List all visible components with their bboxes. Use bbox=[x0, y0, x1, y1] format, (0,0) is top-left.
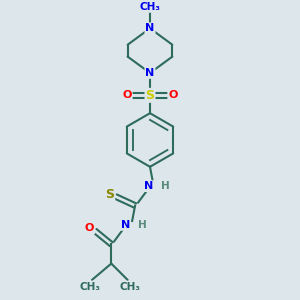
Text: S: S bbox=[146, 89, 154, 102]
Text: H: H bbox=[160, 181, 169, 191]
Text: O: O bbox=[85, 224, 94, 233]
Text: O: O bbox=[122, 90, 132, 100]
Text: S: S bbox=[105, 188, 114, 201]
Text: H: H bbox=[138, 220, 146, 230]
Text: N: N bbox=[146, 23, 154, 33]
Text: CH₃: CH₃ bbox=[119, 281, 140, 292]
Text: CH₃: CH₃ bbox=[79, 281, 100, 292]
Text: N: N bbox=[145, 181, 154, 191]
Text: N: N bbox=[146, 68, 154, 78]
Text: N: N bbox=[121, 220, 130, 230]
Text: CH₃: CH₃ bbox=[140, 2, 160, 12]
Text: O: O bbox=[168, 90, 178, 100]
